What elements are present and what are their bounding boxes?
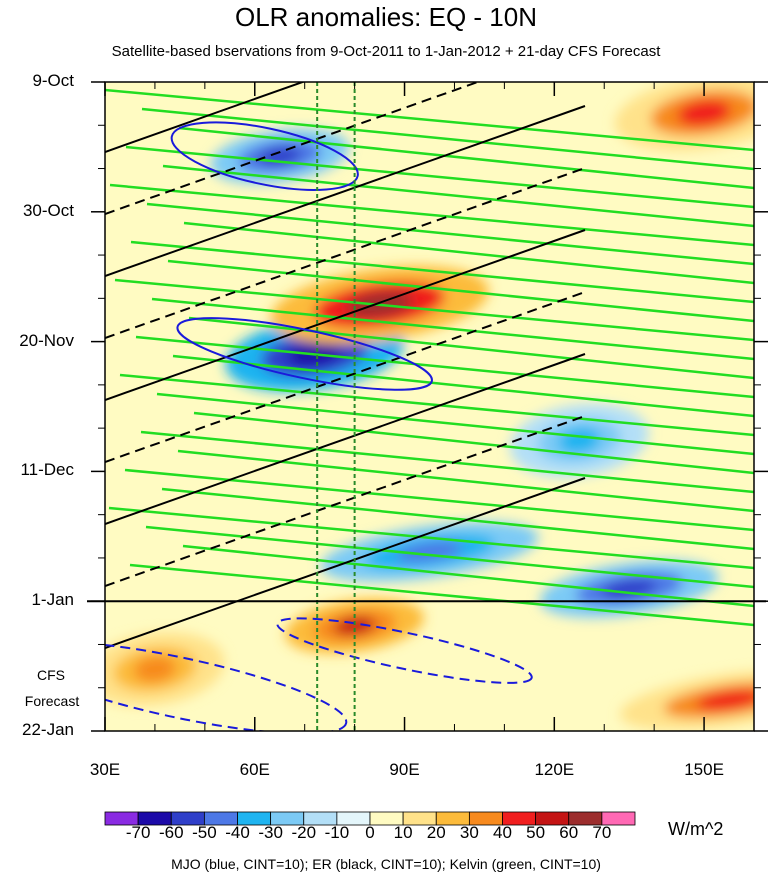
kelvin-contour xyxy=(183,221,754,285)
er-contour xyxy=(105,82,306,153)
colorbar-swatch xyxy=(601,811,636,826)
mjo-contour xyxy=(105,640,348,731)
anomaly-field xyxy=(105,82,754,731)
kelvin-contour xyxy=(145,525,754,589)
forecast-label-line1: CFS xyxy=(37,667,65,683)
kelvin-contour xyxy=(109,183,754,247)
colorbar-label: 60 xyxy=(559,823,579,842)
colorbar-label: 20 xyxy=(426,823,446,842)
kelvin-contour xyxy=(151,297,754,361)
er-contour xyxy=(105,291,586,463)
y-tick-label: 11-Dec xyxy=(20,460,74,480)
colorbar-label: 0 xyxy=(365,823,375,842)
chart-subtitle: Satellite-based bservations from 9-Oct-2… xyxy=(111,43,661,60)
er-contour xyxy=(105,167,586,339)
colorbar-label: -10 xyxy=(324,823,350,842)
x-tick-label: 120E xyxy=(534,760,575,779)
kelvin-contour xyxy=(108,506,754,570)
kelvin-contour xyxy=(114,278,754,342)
kelvin-contour xyxy=(130,240,754,304)
mjo-contour xyxy=(276,617,533,684)
er-contour xyxy=(105,229,586,401)
colorbar-label: 10 xyxy=(393,823,413,842)
colorbar-label: 40 xyxy=(493,823,512,842)
er-contour xyxy=(105,477,586,649)
chart-title: OLR anomalies: EQ - 10N xyxy=(234,2,537,32)
kelvin-contour xyxy=(105,88,754,152)
colorbar-label: -30 xyxy=(258,823,283,842)
colorbar-label: -60 xyxy=(158,823,184,842)
kelvin-contour xyxy=(188,316,754,380)
anomaly-region xyxy=(285,598,425,654)
anomaly-region xyxy=(620,670,754,731)
y-tick-label: 30-Oct xyxy=(22,200,74,220)
axis-ticks xyxy=(91,81,768,732)
colorbar-label: -40 xyxy=(225,823,250,842)
units-label: W/m^2 xyxy=(668,819,724,839)
wave-contours xyxy=(105,82,754,731)
er-contour xyxy=(105,353,586,525)
y-tick-label: 1-Jan xyxy=(31,590,74,610)
kelvin-contour xyxy=(140,430,754,494)
x-tick-label: 60E xyxy=(239,760,270,779)
forecast-label-line2: Forecast xyxy=(24,693,80,709)
kelvin-contour xyxy=(177,449,754,513)
plot-background xyxy=(105,82,754,731)
kelvin-contour xyxy=(129,563,754,627)
contour-legend: MJO (blue, CINT=10); ER (black, CINT=10)… xyxy=(171,856,601,872)
colorbar-label: -70 xyxy=(125,823,151,842)
plot-area xyxy=(87,81,768,732)
anomaly-region xyxy=(614,82,754,151)
kelvin-contour xyxy=(178,126,754,190)
colorbar-label: 50 xyxy=(526,823,546,842)
reference-lines xyxy=(316,82,356,731)
kelvin-contour xyxy=(172,354,754,418)
colorbar-label: 30 xyxy=(459,823,479,842)
colorbar-label: -50 xyxy=(192,823,217,842)
kelvin-contour xyxy=(193,411,754,475)
kelvin-contour xyxy=(119,373,754,437)
kelvin-contour xyxy=(182,544,754,608)
y-tick-label: 9-Oct xyxy=(32,71,74,90)
kelvin-contour xyxy=(135,335,754,399)
kelvin-contour xyxy=(141,107,754,171)
colorbar-label: 70 xyxy=(592,823,612,842)
kelvin-contour xyxy=(146,202,754,266)
kelvin-contour xyxy=(156,392,754,456)
anomaly-region xyxy=(105,632,225,707)
kelvin-contour xyxy=(161,487,754,551)
y-tick-label: 20-Nov xyxy=(19,330,74,350)
plot-frame xyxy=(104,81,755,732)
kelvin-contour xyxy=(167,259,754,323)
er-contour xyxy=(105,82,481,215)
y-tick-label: 22-Jan xyxy=(22,720,74,739)
mjo-contour xyxy=(170,121,359,191)
x-tick-label: 30E xyxy=(89,760,121,779)
er-contour xyxy=(105,415,586,587)
colorbar-label: -20 xyxy=(291,823,317,842)
x-tick-label: 90E xyxy=(389,760,420,779)
x-tick-label: 150E xyxy=(684,760,724,779)
anomaly-region xyxy=(539,560,719,618)
kelvin-contour xyxy=(125,145,754,209)
er-contour xyxy=(105,105,586,277)
mjo-contour xyxy=(176,317,433,391)
colorbar xyxy=(104,811,636,826)
kelvin-contour xyxy=(162,164,754,228)
